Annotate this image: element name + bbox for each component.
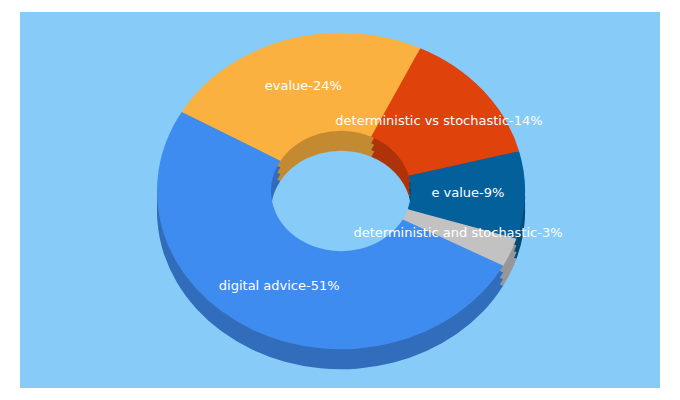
data-label: deterministic and stochastic-3% bbox=[353, 225, 562, 240]
data-label: digital advice-51% bbox=[219, 278, 340, 293]
slices bbox=[157, 33, 525, 369]
data-label: deterministic vs stochastic-14% bbox=[335, 113, 542, 128]
data-labels: evalue-24% deterministic vs stochastic-14… bbox=[219, 78, 563, 293]
slice-top-layer bbox=[157, 33, 525, 349]
background bbox=[20, 12, 660, 388]
data-label: e value-9% bbox=[431, 185, 504, 200]
chart: evalue-24% deterministic vs stochastic-14… bbox=[0, 0, 680, 400]
data-label: evalue-24% bbox=[265, 78, 342, 93]
